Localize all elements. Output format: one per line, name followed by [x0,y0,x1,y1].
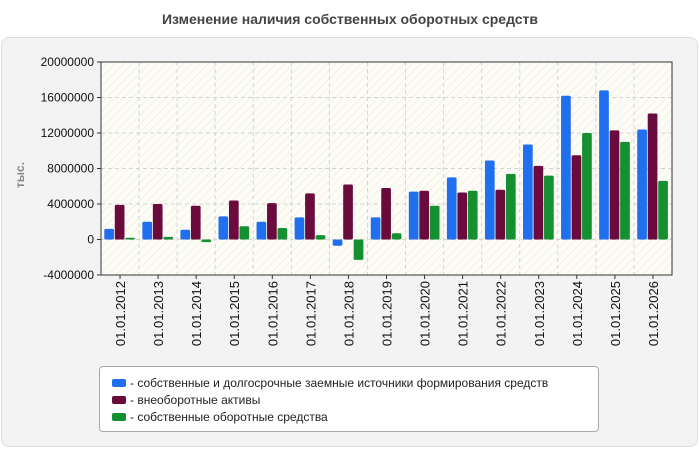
bar [571,155,582,240]
x-tick-label: 01.01.2023 [532,281,547,346]
legend-label: - собственные оборотные средства [130,409,328,424]
x-tick-label: 01.01.2013 [151,281,166,346]
bar [505,173,516,240]
bar [429,205,440,240]
y-tick-label: 0 [87,233,94,247]
legend-label: - собственные и долгосрочные заемные ист… [130,375,549,390]
x-tick-label: 01.01.2022 [494,281,509,346]
x-tick-label: 01.01.2019 [380,281,395,346]
legend-item: - внеоборотные активы [112,391,598,408]
x-tick-label: 01.01.2016 [265,281,280,346]
bar [484,160,495,240]
chart-title: Изменение наличия собственных оборотных … [161,11,539,27]
bar [218,216,229,240]
bar [294,217,305,240]
y-axis-label: тыс. [13,161,27,189]
bar [457,192,468,240]
x-tick-label: 01.01.2024 [570,281,585,346]
bar [353,239,364,260]
bar [381,188,391,240]
y-tick-label: 8000000 [47,162,94,176]
legend-item: - собственные и долгосрочные заемные ист… [112,374,598,391]
y-tick-label: 12000000 [41,126,95,140]
bar [201,239,212,243]
bar [408,191,419,240]
x-tick-label: 01.01.2020 [418,281,433,346]
x-tick-label: 01.01.2017 [303,281,318,346]
bar [609,130,620,240]
bar [599,90,609,240]
bar [190,205,201,240]
bar [239,226,250,240]
bar [544,175,554,240]
bar [561,95,571,240]
x-tick-label: 01.01.2021 [456,281,471,346]
bar [647,113,658,240]
bar [267,203,277,240]
bar [114,204,125,240]
bar [332,239,343,246]
bar [419,190,430,240]
bar [658,180,668,240]
plot-border [100,61,673,276]
y-tick-label: 20000000 [41,55,95,69]
bar [533,165,544,240]
bar [142,221,153,240]
y-tick-label: 4000000 [47,197,94,211]
bar [256,221,267,240]
x-tick-label: 01.01.2018 [341,281,356,346]
x-tick-label: 01.01.2014 [189,281,204,346]
bar [495,189,506,240]
x-tick-label: 01.01.2012 [113,281,128,346]
legend-swatch [112,412,126,421]
y-tick-label: -4000000 [43,268,94,282]
bar [391,233,402,240]
x-tick-label: 01.01.2015 [227,281,242,346]
bar [163,236,174,240]
bar [467,190,478,240]
bar [315,235,326,240]
bar [446,177,457,240]
bar [180,229,191,240]
bar [582,133,592,240]
y-tick-label: 16000000 [41,91,95,105]
legend-item: - собственные оборотные средства [112,408,598,425]
x-tick-label: 01.01.2025 [608,281,623,346]
bar [152,204,163,240]
legend: - собственные и долгосрочные заемные ист… [99,366,599,432]
bar [125,237,135,240]
bar [305,193,315,240]
bar [637,129,647,240]
bar [343,184,353,240]
x-tick-label: 01.01.2026 [646,281,661,346]
legend-swatch [112,395,126,404]
bar [370,217,381,240]
bar [104,228,114,240]
bar [228,200,239,240]
bar [523,144,533,240]
legend-label: - внеоборотные активы [130,392,261,407]
bar [620,141,630,240]
legend-swatch [112,378,126,387]
bar [277,227,288,240]
